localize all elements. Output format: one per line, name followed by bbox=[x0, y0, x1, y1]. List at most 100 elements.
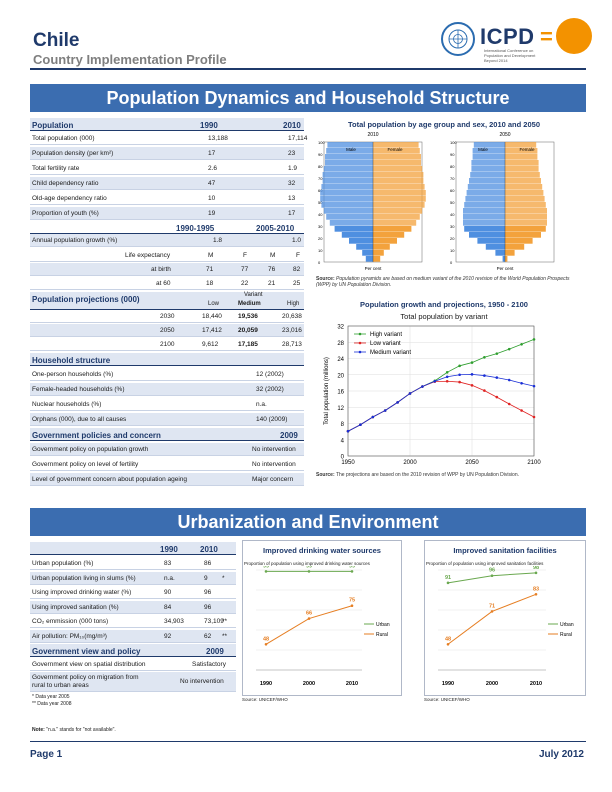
pyramid-female-label: Female bbox=[387, 147, 403, 152]
small-value-label: 71 bbox=[489, 603, 495, 609]
table-row: Using improved sanitation (%) 84 96 bbox=[30, 600, 236, 614]
growth-point bbox=[495, 395, 499, 399]
icpd-equals-icon: = bbox=[540, 24, 553, 49]
proj-low: 17,412 bbox=[202, 327, 222, 334]
period-1990-1995: 1990-1995 bbox=[176, 224, 215, 233]
growth-point bbox=[346, 429, 350, 433]
urban-2010: 96 bbox=[204, 589, 212, 596]
pyramid-bar-male bbox=[341, 232, 373, 238]
pyramid-bar-male bbox=[471, 166, 505, 172]
legend-label: Medium variant bbox=[370, 350, 411, 356]
pyramid-bar-female bbox=[505, 178, 541, 184]
variant-label: Variant bbox=[244, 292, 263, 298]
pop-row-1990: 10 bbox=[208, 195, 216, 202]
footer-rule bbox=[30, 741, 586, 742]
growth-point bbox=[495, 352, 499, 355]
pop-row-1990: 47 bbox=[208, 180, 216, 187]
water-chart-box bbox=[242, 540, 402, 696]
pyramid-bar-male bbox=[320, 190, 373, 196]
household-value: 140 (2009) bbox=[256, 416, 288, 423]
population-pyramids: 20101009080706050403020100MaleFemalePer … bbox=[318, 132, 555, 271]
pyramid-bar-male bbox=[467, 184, 505, 190]
table-row: Population density (per km²) 17 23 bbox=[30, 147, 304, 160]
growth-point bbox=[507, 402, 511, 406]
pyramid-bar-female bbox=[373, 148, 420, 154]
pyramid-title: Total population by age group and sex, 2… bbox=[348, 120, 540, 129]
growth-point bbox=[507, 347, 511, 351]
pyramid-bar-male bbox=[464, 226, 505, 232]
icpd-logo: ICPD bbox=[480, 24, 535, 49]
pyramid-bar-male bbox=[463, 214, 505, 220]
urban-col-2010: 2010 bbox=[200, 545, 218, 554]
pyramid-bar-female bbox=[505, 172, 540, 178]
small-point bbox=[446, 642, 450, 646]
growth-ytick: 12 bbox=[337, 406, 344, 412]
small-point bbox=[264, 642, 268, 646]
pyramid-bar-female bbox=[505, 232, 541, 238]
growth-series-line bbox=[347, 373, 535, 432]
growth-point bbox=[520, 409, 523, 412]
small-value-label: 75 bbox=[349, 598, 355, 604]
pyramid-ytick: 70 bbox=[450, 176, 455, 181]
view-title: Government view and policy bbox=[32, 647, 141, 656]
policy-value: No intervention bbox=[252, 461, 296, 468]
table-row: 2050 17,412 20,059 23,016 bbox=[30, 324, 304, 337]
sanitation-title: Improved sanitation facilities bbox=[453, 546, 557, 555]
pop-row-label: Total population (000) bbox=[32, 135, 95, 142]
small-value-label: 48 bbox=[263, 636, 269, 642]
le-birth-m1: 71 bbox=[206, 266, 214, 273]
household-label: Female-headed households (%) bbox=[32, 386, 125, 393]
pyramid-male-label: Male bbox=[478, 147, 488, 152]
pop-row-label: Total fertility rate bbox=[32, 165, 80, 172]
pyramid-bar-female bbox=[505, 226, 546, 232]
pyramid-bar-female bbox=[505, 148, 538, 154]
pyramid-bar-female bbox=[505, 250, 515, 256]
small-xtick: 1990 bbox=[442, 681, 454, 687]
pyramid-bar-male bbox=[356, 244, 373, 250]
growth-point bbox=[520, 381, 523, 385]
growth-ytick: 20 bbox=[337, 373, 344, 379]
proj-low: 9,612 bbox=[202, 341, 219, 348]
growth-ytick: 24 bbox=[337, 357, 344, 363]
proj-medium: 19,536 bbox=[238, 313, 258, 320]
small-value-label: 48 bbox=[445, 636, 451, 642]
table-row: Proportion of youth (%) 19 17 bbox=[30, 207, 304, 220]
na-note: Note: "n.a." stands for "not available". bbox=[32, 727, 116, 733]
growth-point bbox=[483, 389, 486, 392]
table-row: Total fertility rate 2.6 1.9 bbox=[30, 162, 304, 175]
pop-row-2010: 17 bbox=[288, 210, 296, 217]
table-row: One-person households (%) 12 (2002) bbox=[30, 368, 304, 381]
pyramid-bar-male bbox=[327, 142, 373, 148]
water-line-chart: 1990 2000 2010 99 99 99 48 66 75 Urban Rural bbox=[256, 566, 390, 687]
table-row: Urban population (%) 83 86 bbox=[30, 557, 236, 570]
growth-point bbox=[445, 375, 449, 379]
pyramid-bar-male bbox=[323, 166, 373, 172]
pyramid-xlabel: Per cent bbox=[365, 266, 383, 271]
pop-row-2010: 23 bbox=[288, 150, 296, 157]
growth-point bbox=[483, 374, 486, 377]
pyramid-bar-female bbox=[373, 244, 390, 250]
small-point bbox=[350, 604, 354, 608]
pyramid-ytick: 50 bbox=[450, 200, 455, 205]
pyramid-bar-male bbox=[473, 142, 505, 148]
growth-point bbox=[458, 380, 461, 384]
le-birth-f2: 82 bbox=[293, 266, 301, 273]
pyramid-bar-female bbox=[373, 232, 405, 238]
table-row: 2100 9,612 17,185 28,713 bbox=[30, 338, 304, 351]
pyramid-bar-female bbox=[373, 190, 426, 196]
small-legend-label: Rural bbox=[560, 632, 572, 638]
legend-marker bbox=[358, 332, 362, 336]
pyramid-bar-male bbox=[495, 250, 505, 256]
urban-1990: n.a. bbox=[164, 574, 175, 582]
table-row: Child dependency ratio 47 32 bbox=[30, 177, 304, 190]
pyramid-bar-female bbox=[373, 154, 421, 160]
pyramid-bar-male bbox=[472, 154, 505, 160]
table-row: Urban population living in slums (%) n.a.… bbox=[30, 571, 236, 585]
pyramid-male-label: Male bbox=[346, 147, 356, 152]
small-value-label: 98 bbox=[533, 566, 539, 571]
pyramid-bar-male bbox=[464, 202, 505, 208]
proj-high: 28,713 bbox=[282, 341, 302, 348]
pyramid-ytick: 90 bbox=[450, 152, 455, 157]
le-m-2010: M bbox=[270, 252, 276, 259]
growth-point bbox=[532, 415, 536, 419]
